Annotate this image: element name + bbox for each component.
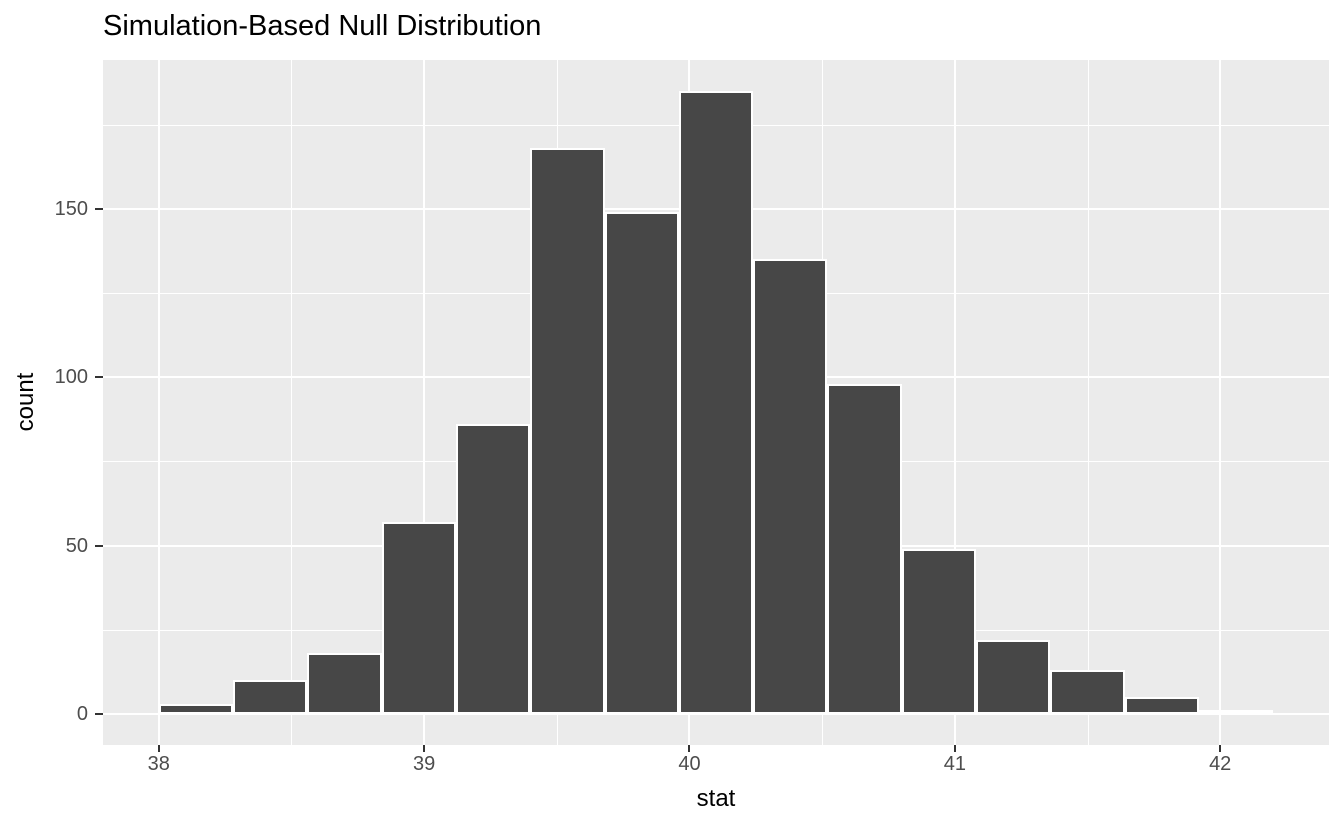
histogram-bar: [307, 653, 382, 714]
gridline-minor-vertical: [1087, 60, 1089, 745]
x-axis-tick-label: 41: [943, 753, 966, 775]
histogram-bar: [678, 91, 754, 714]
histogram-bar: [753, 259, 828, 714]
x-axis-tick-label: 40: [678, 753, 701, 775]
gridline-major-vertical: [953, 60, 956, 745]
x-axis-tick-mark: [157, 745, 160, 752]
histogram-bar: [1198, 710, 1274, 715]
y-axis-tick-label: 150: [54, 197, 88, 220]
gridline-major-vertical: [1219, 60, 1222, 745]
x-axis-tick-mark: [1219, 745, 1222, 752]
histogram-bar: [604, 212, 679, 714]
y-axis-tick-mark: [95, 544, 103, 547]
histogram-bar: [381, 521, 456, 714]
gridline-major-vertical: [423, 60, 426, 745]
x-axis-title: stat: [696, 785, 736, 812]
plot-title: Simulation-Based Null Distribution: [103, 10, 542, 42]
y-axis-tick-mark: [95, 207, 103, 210]
histogram-bar: [827, 383, 902, 714]
histogram-bar: [976, 639, 1051, 714]
y-axis-tick-mark: [95, 712, 103, 715]
x-axis-tick-mark: [953, 745, 956, 752]
histogram-bar: [158, 703, 234, 714]
histogram-bar: [1050, 670, 1125, 714]
x-axis-tick-mark: [423, 745, 426, 752]
histogram-bar: [901, 548, 977, 714]
gridline-minor-vertical: [291, 60, 293, 745]
histogram-bar: [233, 680, 308, 714]
y-axis-tick-label: 100: [54, 366, 88, 389]
y-axis-tick-mark: [95, 376, 103, 379]
gridline-major-vertical: [157, 60, 160, 745]
y-axis-tick-label: 0: [76, 702, 88, 725]
histogram-bar: [1124, 697, 1199, 714]
gridline-major-horizontal: [103, 712, 1329, 715]
histogram-bar: [530, 148, 605, 714]
histogram-bar: [455, 424, 531, 714]
x-axis-tick-mark: [688, 745, 691, 752]
plot-panel: [103, 60, 1329, 745]
x-axis-tick-label: 42: [1209, 753, 1232, 775]
y-axis-tick-label: 50: [65, 534, 88, 557]
x-axis-tick-label: 38: [147, 753, 170, 775]
x-axis-tick-label: 39: [412, 753, 436, 775]
